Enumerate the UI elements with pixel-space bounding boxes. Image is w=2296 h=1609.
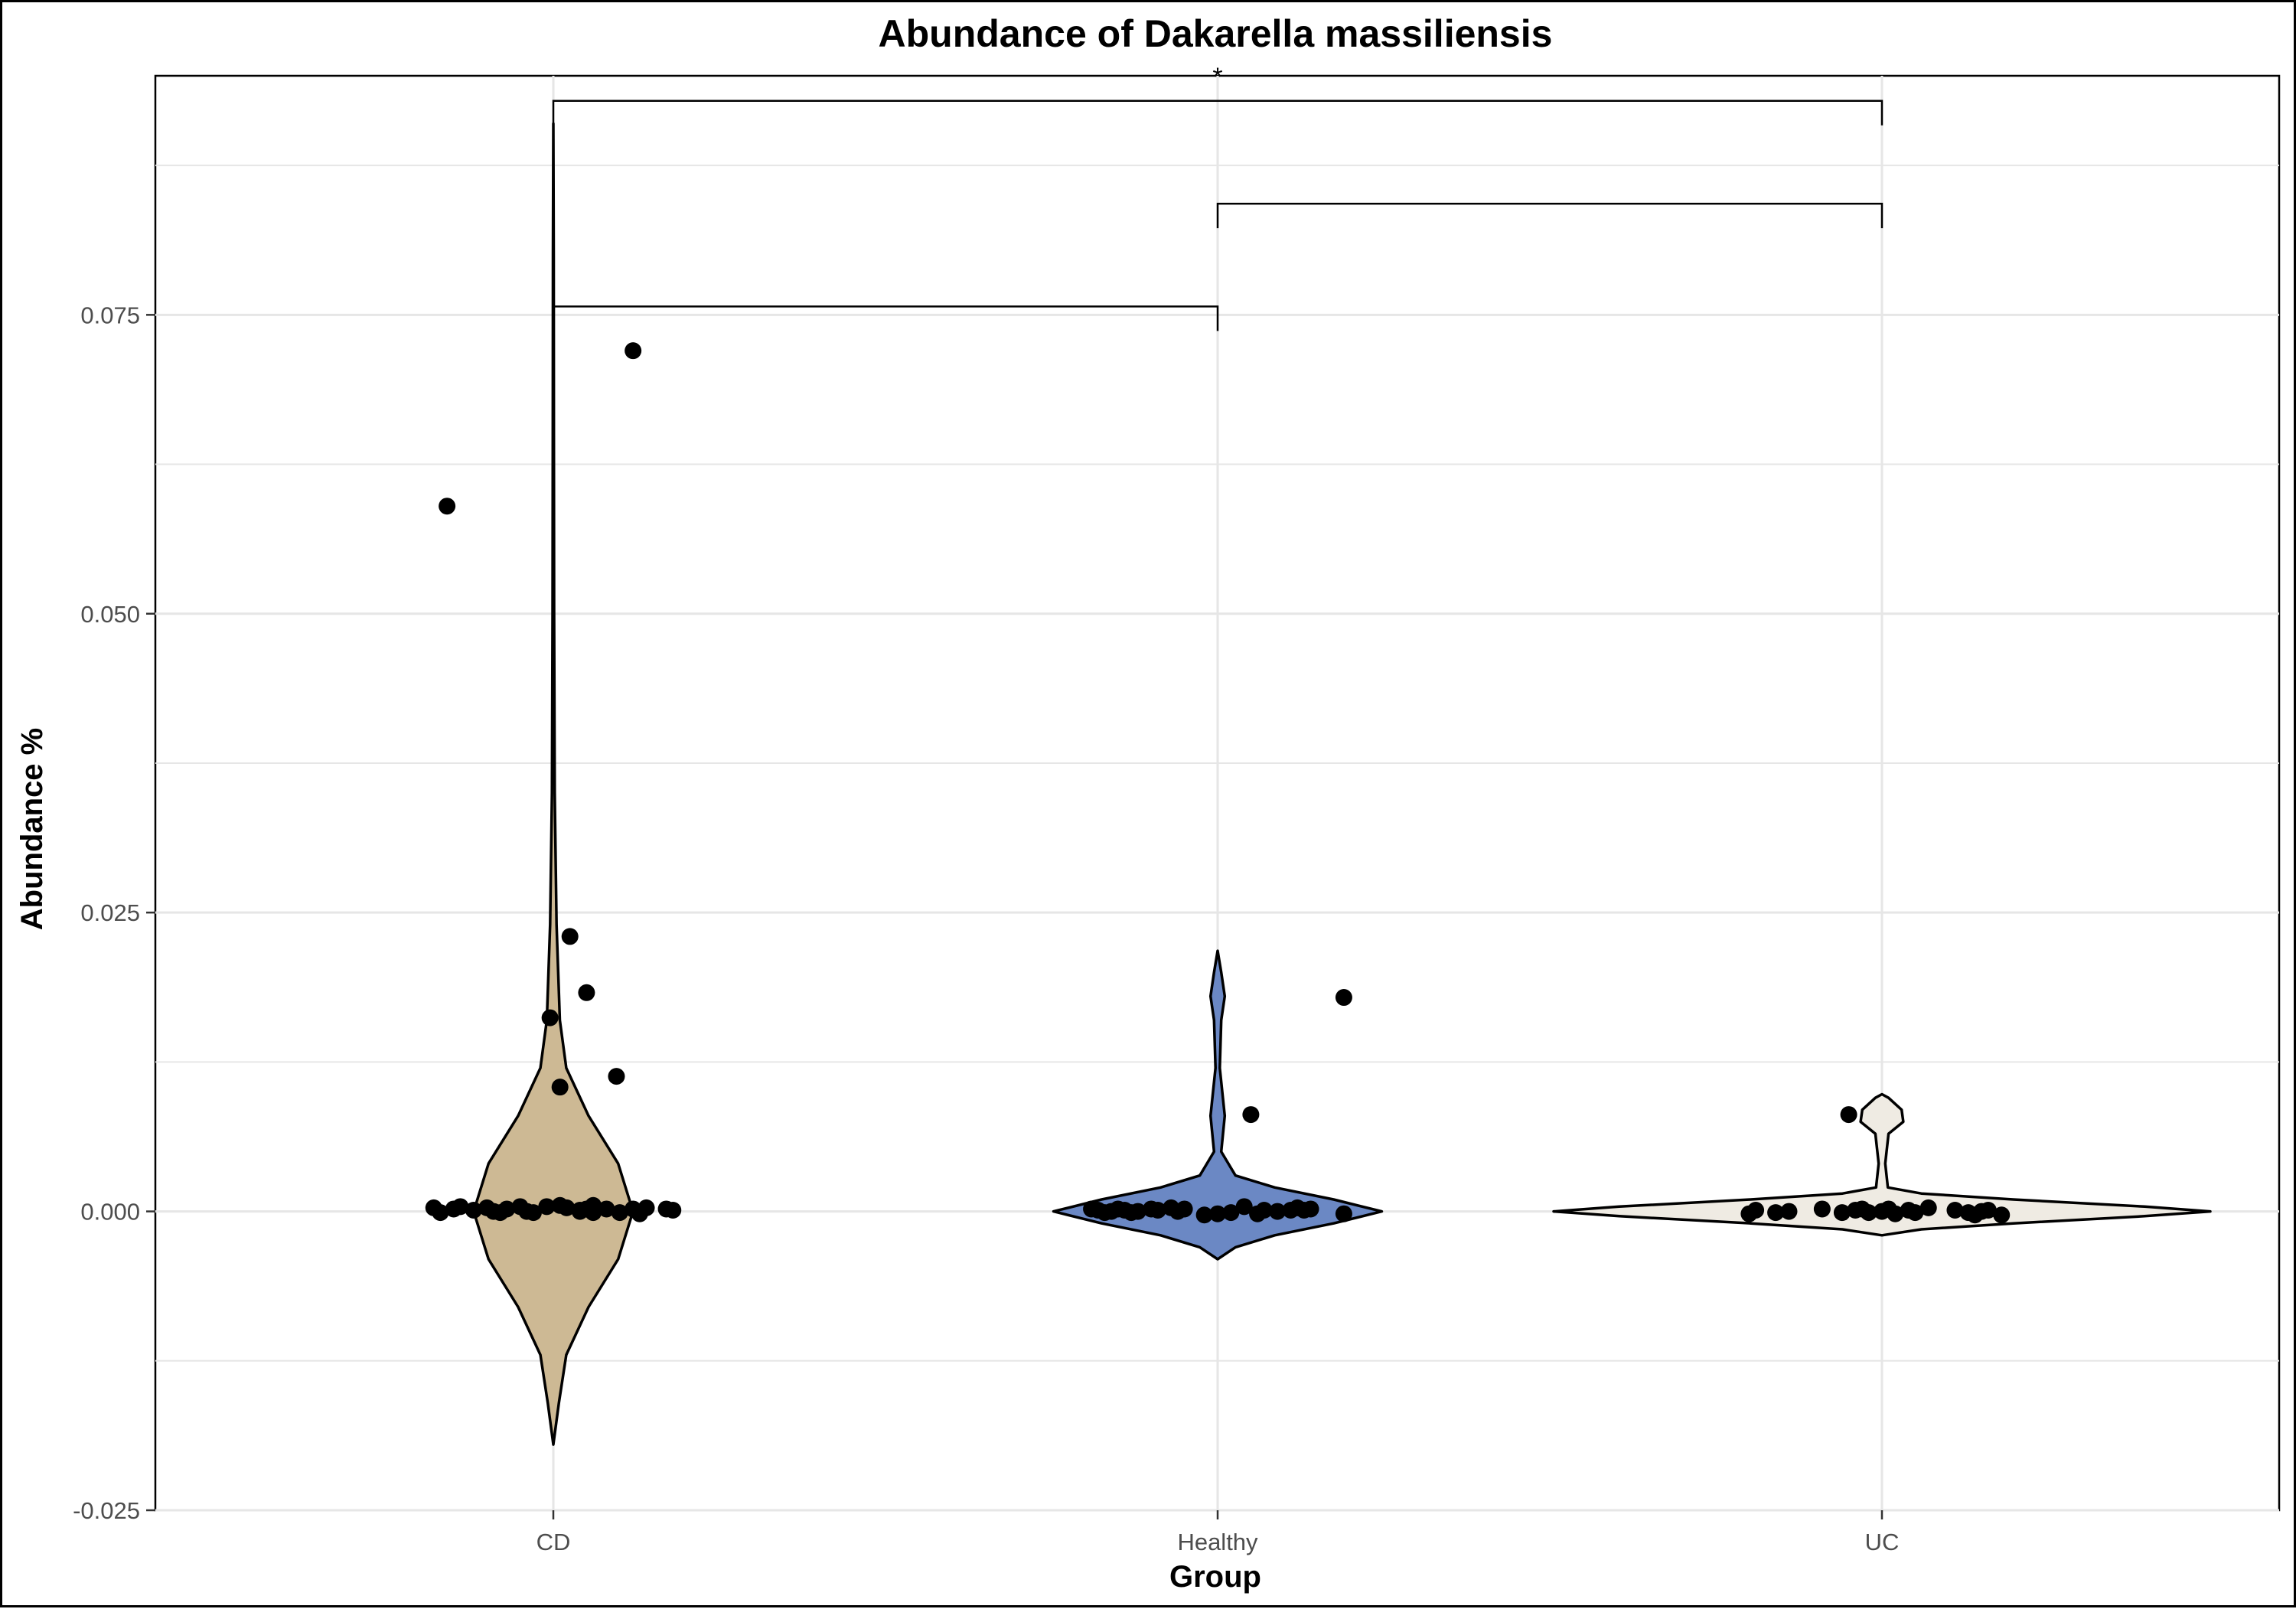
data-point-cd (608, 1068, 625, 1085)
data-point-cd (538, 1198, 556, 1216)
data-point-uc (1906, 1204, 1924, 1222)
data-point-uc (1840, 1106, 1857, 1124)
data-point-uc (1780, 1203, 1798, 1220)
data-point-healthy (1222, 1204, 1240, 1222)
data-point-healthy (1255, 1202, 1273, 1219)
y-tick-label: 0.075 (80, 302, 140, 328)
data-point-cd (452, 1198, 469, 1216)
data-point-healthy (1176, 1200, 1193, 1218)
y-tick-label: 0.000 (80, 1199, 140, 1226)
data-point-uc (1979, 1202, 1997, 1219)
violin-uc (1552, 1092, 2212, 1237)
x-tick-label: Healthy (1177, 1529, 1258, 1555)
data-point-healthy (1235, 1198, 1253, 1216)
data-point-uc (1767, 1204, 1785, 1222)
y-tick-label: -0.025 (73, 1497, 140, 1524)
data-point-healthy (1302, 1200, 1319, 1218)
x-tick-label: UC (1865, 1529, 1900, 1555)
data-point-cd (578, 984, 595, 1001)
x-axis-label: Group (1169, 1560, 1261, 1594)
data-point-cd (611, 1204, 628, 1222)
data-point-healthy (1335, 1205, 1352, 1222)
data-points (425, 342, 2011, 1224)
data-point-healthy (1209, 1205, 1226, 1222)
data-point-cd (558, 1199, 576, 1216)
comparison-bracket (1216, 202, 1883, 229)
data-point-healthy (1269, 1203, 1287, 1220)
data-point-uc (1860, 1204, 1877, 1222)
data-point-uc (1747, 1202, 1765, 1219)
significance-brackets: * (552, 63, 1883, 331)
data-point-uc (1993, 1206, 2011, 1224)
data-point-cd (551, 1079, 569, 1096)
chart-title: Abundance of Dakarella massiliensis (879, 12, 1553, 55)
data-point-uc (1833, 1204, 1851, 1222)
data-point-cd (561, 928, 579, 945)
y-axis-label: Abundance % (15, 728, 49, 930)
data-point-healthy (1335, 989, 1352, 1007)
comparison-bracket (552, 305, 1219, 331)
data-point-healthy (1129, 1203, 1146, 1220)
data-point-cd (585, 1204, 602, 1222)
data-point-cd (638, 1199, 655, 1216)
y-tick-label: 0.050 (80, 601, 140, 628)
data-point-healthy (1195, 1206, 1213, 1224)
data-point-cd (498, 1200, 516, 1218)
y-tick-label: 0.025 (80, 899, 140, 926)
data-point-healthy (1149, 1202, 1166, 1219)
data-point-uc (1919, 1199, 1937, 1216)
data-point-uc (1813, 1200, 1831, 1218)
data-point-cd (432, 1204, 449, 1222)
data-point-uc (1946, 1202, 1964, 1219)
x-axis-ticks: CD Healthy UC (536, 1510, 1900, 1555)
comparison-bracket (552, 100, 1883, 126)
data-point-healthy (1242, 1106, 1260, 1124)
data-point-cd (625, 342, 642, 360)
data-point-cd (541, 1009, 559, 1026)
data-point-uc (1887, 1205, 1904, 1222)
data-point-cd (439, 498, 456, 515)
x-tick-label: CD (536, 1529, 571, 1555)
data-point-cd (571, 1203, 589, 1220)
significance-label: * (1212, 63, 1222, 92)
data-point-cd (598, 1200, 615, 1218)
data-point-cd (465, 1202, 482, 1219)
y-axis-ticks: -0.025 0.000 0.025 0.050 0.075 (73, 302, 155, 1524)
data-point-cd (524, 1204, 542, 1222)
data-point-cd (664, 1202, 682, 1219)
